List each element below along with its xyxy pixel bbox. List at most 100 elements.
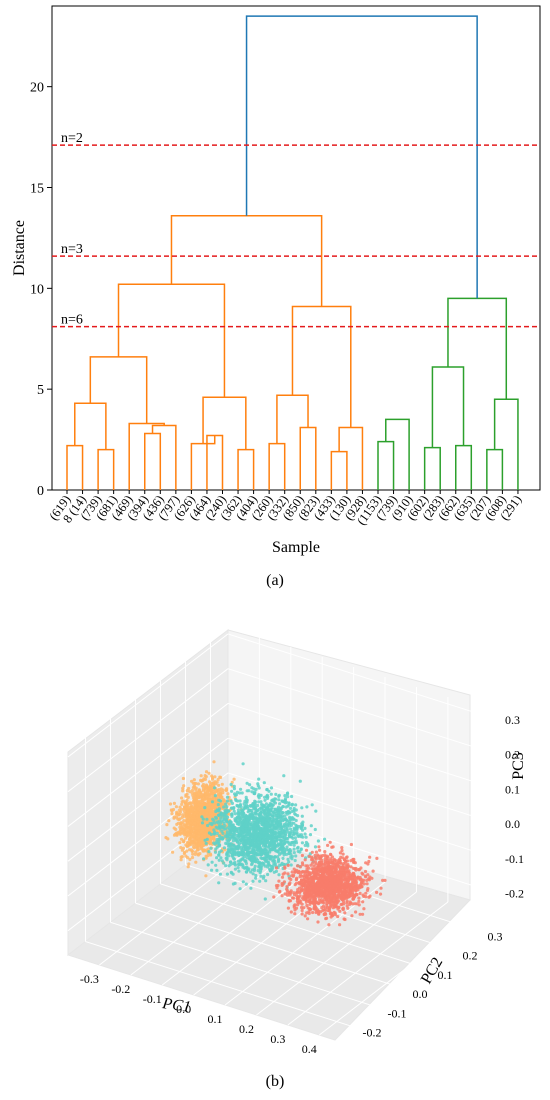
scatter-point [281,872,285,876]
scatter-point [289,827,293,831]
scatter-point [308,907,312,911]
scatter-point [245,781,249,785]
scatter-point [242,802,246,806]
scatter-point [259,874,263,878]
scatter-point [182,807,186,811]
scatter-point [347,895,351,899]
scatter-point [199,774,203,778]
scatter-point [174,805,178,809]
scatter-point [205,837,209,842]
dendrogram-link [74,402,107,450]
scatter-point [257,800,261,804]
scatter-point [266,826,270,830]
scatter-point [267,845,271,849]
scatter-point [306,917,310,921]
grid-line [67,737,229,862]
scatter-point [294,803,298,807]
scatter-point [278,802,282,806]
scatter-point [251,872,255,876]
scatter-point [326,861,330,865]
scatter-point [260,818,264,823]
scatter-point [200,812,205,816]
scatter-point [267,789,271,793]
scatter-point [328,881,332,885]
scatter-point [298,865,302,869]
scatter-point [256,803,260,808]
cut-line-label: n=6 [61,313,83,328]
scatter-point [293,912,297,916]
scatter-point [281,805,285,809]
scatter-point [335,877,340,881]
scatter-point [220,782,224,786]
scatter-point [347,885,352,889]
scatter-point [210,868,214,872]
scatter-point [282,862,287,867]
scatter-point [289,832,293,836]
scatter-point [305,864,310,868]
scatter-point [186,856,190,860]
scatter-point [294,854,298,858]
scatter-point [233,818,237,823]
scatter-point [225,805,229,809]
dendrogram-y-axis-label: Distance [11,220,28,276]
scatter-point [303,832,307,836]
scatter-point [308,898,312,903]
scatter-point [300,824,304,829]
scatter-point [247,789,251,793]
scatter-point [266,872,270,877]
scatter-point [366,873,370,877]
scatter-point [277,857,281,861]
scatter-point [365,888,370,893]
scatter-point [290,794,294,799]
scatter-point [313,897,317,901]
scatter-point [261,803,265,807]
scatter-point [285,885,289,889]
scatter-point [300,874,304,878]
scatter-point [287,852,291,856]
scatter-point [329,903,333,907]
scatter3d-points [164,760,387,927]
scatter-point [340,848,344,853]
scatter-point [323,850,327,854]
scatter-point [230,871,234,875]
scatter-point [263,798,267,802]
grid-line [85,941,353,1028]
scatter-point [353,902,357,906]
scatter-point [292,847,296,851]
scatter-point [181,789,185,793]
scatter-point [314,900,318,905]
scatter-point [328,859,332,863]
scatter-point [314,910,318,915]
scatter-point [233,848,237,852]
scatter-point [333,911,337,915]
scatter-point [283,817,288,821]
scatter-point [258,834,262,838]
scatter-point [208,780,212,784]
scatter-point [237,869,241,873]
scatter-point [172,801,176,806]
scatter-point [211,792,215,796]
scatter-point [241,850,246,855]
scatter-point [318,879,322,883]
scatter-point [245,806,249,810]
pc2-tick-label: 0.2 [463,949,478,963]
scatter-point [324,855,328,859]
scatter-point [309,824,313,828]
scatter-point [285,845,289,849]
dendrogram-link [447,297,508,400]
scatter-point [280,894,284,898]
scatter-point [324,875,328,880]
scatter-point [329,896,333,900]
scatter-point [216,793,220,797]
scatter-point [259,853,263,857]
scatter-point [232,809,236,813]
scatter-point [280,825,284,829]
scatter-point [228,860,233,864]
scatter-point [210,774,214,778]
scatter-point [310,861,315,865]
scatter-point [316,920,320,924]
scatter-point [227,848,231,852]
scatter-point [307,880,311,885]
scatter3d-tick-labels: -0.3-0.2-0.10.00.10.20.30.4-0.2-0.10.00.… [80,713,524,1056]
scatter-point [276,827,280,832]
